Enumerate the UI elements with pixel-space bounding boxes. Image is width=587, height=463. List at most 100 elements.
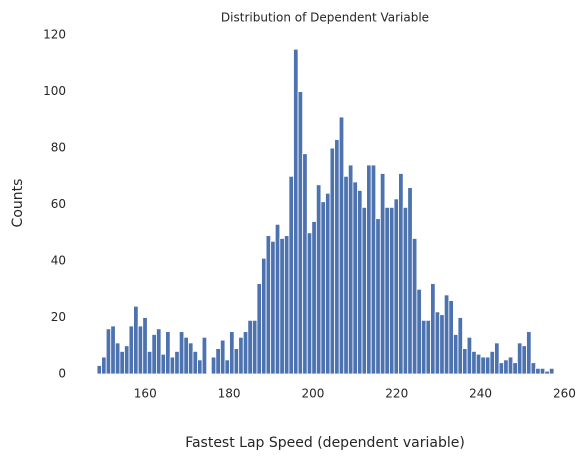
bar (320, 201, 326, 375)
bar (270, 240, 276, 375)
bar (261, 257, 267, 375)
bar (361, 206, 368, 375)
bar (302, 153, 308, 375)
bar (421, 319, 427, 375)
bar (457, 317, 463, 375)
bar (110, 325, 116, 375)
bar (416, 288, 422, 375)
bar (279, 238, 285, 375)
bar (297, 91, 304, 375)
bar (160, 353, 166, 375)
bar (210, 356, 217, 375)
bar (256, 283, 262, 375)
bar (393, 198, 400, 375)
bar (192, 351, 198, 375)
bar (370, 164, 377, 375)
bar (530, 362, 537, 375)
bar (430, 283, 436, 375)
bar (188, 342, 194, 375)
x-tick-label: 200 (301, 387, 324, 401)
y-tick-label: 0 (58, 367, 66, 381)
bar (174, 351, 180, 375)
bar (197, 359, 203, 375)
y-tick-label: 120 (43, 28, 66, 42)
y-axis-label: Counts (10, 179, 26, 228)
bar (142, 317, 148, 375)
bar (384, 206, 390, 375)
x-tick-label: 160 (134, 387, 157, 401)
bar (475, 353, 482, 375)
bar (137, 325, 144, 375)
bar (238, 336, 244, 375)
bar (146, 351, 153, 375)
bar (311, 221, 317, 375)
bar (366, 164, 372, 375)
bar (352, 181, 358, 375)
bar (411, 238, 418, 375)
bar (283, 235, 290, 375)
bar (133, 305, 139, 375)
x-tick-label: 220 (385, 387, 408, 401)
bar (516, 342, 523, 375)
bar (434, 311, 441, 375)
bar (466, 336, 473, 375)
bar (201, 336, 208, 375)
bar (119, 351, 125, 375)
bar (526, 331, 532, 375)
bar (347, 164, 354, 375)
bar (402, 206, 409, 375)
x-tick-label: 260 (553, 387, 576, 401)
bar (448, 300, 454, 375)
bar (151, 334, 157, 375)
y-tick-label: 80 (51, 141, 66, 155)
bar (471, 351, 477, 375)
x-tick-label: 180 (218, 387, 241, 401)
bar (334, 139, 340, 375)
bar (379, 173, 386, 375)
bar (343, 175, 349, 375)
bar (535, 367, 541, 375)
bar (494, 342, 500, 375)
bar (338, 116, 345, 375)
bar (178, 331, 185, 375)
chart-title: Distribution of Dependent Variable (221, 11, 429, 25)
y-tick-label: 60 (51, 197, 66, 211)
bar (521, 345, 527, 375)
bar (398, 173, 404, 375)
bar (251, 319, 258, 375)
bar (156, 328, 162, 375)
y-tick-label: 100 (43, 84, 66, 98)
bar (480, 356, 486, 375)
y-tick-label: 40 (51, 254, 66, 268)
bar (512, 362, 518, 375)
bar (224, 359, 230, 375)
bar (325, 192, 331, 375)
bar (233, 348, 240, 375)
bar (105, 328, 112, 375)
bar (169, 356, 176, 375)
bar (375, 218, 381, 375)
bar (183, 336, 189, 375)
bar (242, 331, 249, 375)
bar (389, 206, 395, 375)
x-tick-label: 240 (469, 387, 492, 401)
bar (503, 359, 509, 375)
y-tick-label: 20 (51, 310, 66, 324)
bar (439, 314, 445, 375)
bar (165, 331, 171, 375)
bar (215, 348, 221, 375)
bar (489, 351, 495, 375)
bar (247, 319, 253, 375)
bar (544, 370, 550, 375)
bar (357, 190, 363, 375)
bar (443, 294, 450, 375)
bar (507, 356, 514, 375)
bar (329, 147, 336, 375)
bar (229, 331, 235, 375)
bar (462, 348, 468, 375)
bar (539, 367, 546, 375)
bar (315, 184, 322, 375)
bar (96, 365, 103, 375)
bar (288, 175, 294, 375)
